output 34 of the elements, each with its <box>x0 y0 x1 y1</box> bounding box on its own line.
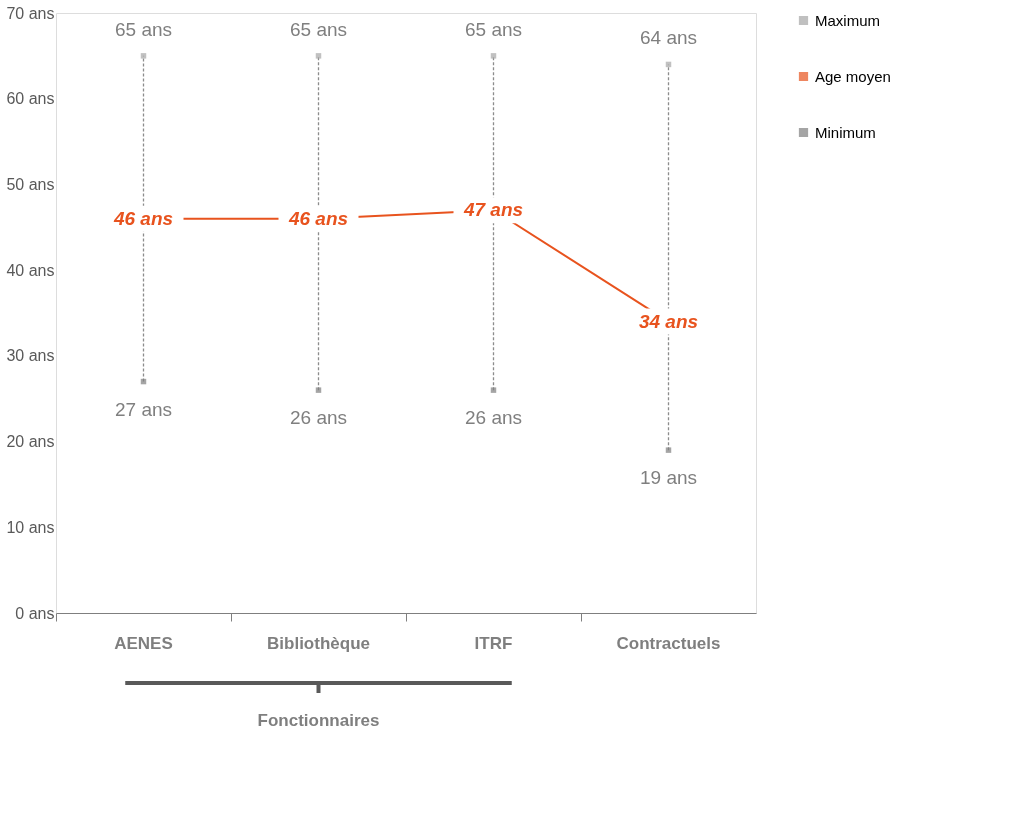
y-tick-label: 0 ans <box>15 604 55 622</box>
data-label: 47 ans <box>462 199 524 221</box>
data-label: 27 ans <box>114 398 173 420</box>
x-tick-label: AENES <box>114 633 173 653</box>
y-tick-label: 40 ans <box>6 261 55 279</box>
data-label: 65 ans <box>114 18 173 40</box>
data-label: 65 ans <box>464 18 523 40</box>
point <box>315 387 322 393</box>
x-tick-label: Bibliothèque <box>267 633 370 653</box>
y-tick-label: 50 ans <box>6 175 55 193</box>
data-label: 65 ans <box>289 18 348 40</box>
y-tick-label: 10 ans <box>6 518 55 536</box>
legend-label: Age moyen <box>815 67 891 85</box>
data-label: 64 ans <box>639 27 698 49</box>
x-tick-label: ITRF <box>474 633 513 653</box>
data-label: 46 ans <box>287 207 349 229</box>
y-tick-label: 30 ans <box>6 347 55 365</box>
data-label: 46 ans <box>112 207 174 229</box>
data-label: 19 ans <box>639 467 698 489</box>
legend-label: Minimum <box>815 123 876 141</box>
y-tick-label: 70 ans <box>6 4 55 22</box>
text: Fonctionnaires <box>257 711 380 730</box>
point <box>490 387 497 393</box>
point <box>140 53 147 59</box>
y-tick-label: 20 ans <box>6 433 55 451</box>
data-label: 26 ans <box>464 407 523 429</box>
x-tick-label: Contractuels <box>616 633 721 653</box>
y-tick-label: 60 ans <box>6 90 55 108</box>
point <box>315 53 322 59</box>
point <box>490 53 497 59</box>
point <box>665 447 672 453</box>
data-label: 34 ans <box>638 310 699 332</box>
legend-label: Maximum <box>815 11 881 29</box>
data-label: 26 ans <box>289 407 348 429</box>
